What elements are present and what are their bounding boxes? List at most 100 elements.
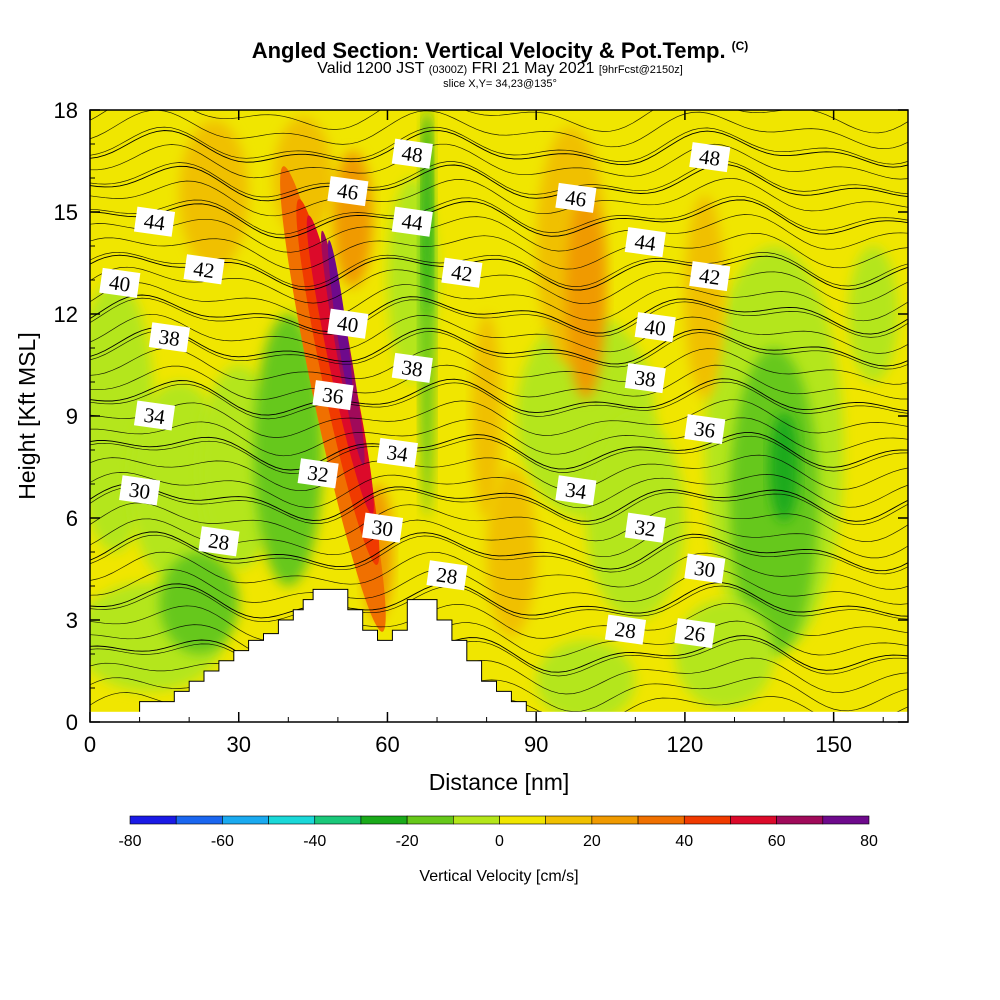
contour-label-box <box>441 257 483 288</box>
colorbar-swatch <box>360 815 408 825</box>
contour-label-text: 46 <box>336 178 360 205</box>
theta-contour-minor <box>90 454 908 492</box>
colorbar-swatch <box>822 815 870 825</box>
contour-label-box <box>555 475 597 506</box>
colorbar-tick-label: 60 <box>768 833 786 850</box>
contour-label-box <box>119 475 161 506</box>
colorbar-swatch <box>406 815 454 825</box>
theta-contour-minor <box>90 585 908 623</box>
theta-contour-minor <box>90 551 908 590</box>
contour-label-text: 40 <box>108 270 132 297</box>
chart-title: Angled Section: Vertical Velocity & Pot.… <box>0 38 1000 64</box>
theta-contour-38 <box>90 327 908 367</box>
contour-label-box <box>689 142 731 173</box>
contour-label: 34 <box>555 475 597 506</box>
theta-contour-minor <box>90 160 908 198</box>
contour-label-box <box>684 414 726 445</box>
theta-contour-minor <box>90 534 908 575</box>
y-tick-label: 9 <box>66 404 78 429</box>
theta-contour-minor <box>90 472 908 509</box>
velocity-patch <box>253 314 324 586</box>
contour-label-text: 36 <box>693 416 717 443</box>
contour-label: 46 <box>555 182 597 213</box>
contour-label-text: 42 <box>450 260 474 287</box>
contour-label-text: 46 <box>564 185 588 212</box>
contour-label-text: 44 <box>142 209 167 236</box>
colorbar-swatch <box>591 815 639 825</box>
y-tick-label: 3 <box>66 608 78 633</box>
contour-label: 32 <box>624 512 666 543</box>
subtitle-valid: Valid 1200 JST <box>317 60 425 77</box>
contour-label-text: 44 <box>400 209 425 236</box>
y-tick-label: 15 <box>54 200 78 225</box>
subtitle-date: FRI 21 May 2021 <box>471 60 595 77</box>
colorbar-swatch <box>637 815 685 825</box>
colorbar-tick-label: 80 <box>860 833 878 850</box>
colorbar: -80 -60 -40 -20 0 20 40 60 80 <box>118 815 878 850</box>
contour-label: 42 <box>689 261 731 292</box>
contour-label-text: 36 <box>321 382 345 409</box>
contour-label: 44 <box>133 206 176 237</box>
contour-label-text: 48 <box>400 141 424 168</box>
contour-label-text: 34 <box>142 403 167 430</box>
y-tick-label: 6 <box>66 506 78 531</box>
theta-contour-minor <box>90 364 908 401</box>
theta-contour-minor <box>90 620 908 660</box>
contour-label: 30 <box>362 512 404 543</box>
ground-strip <box>90 711 908 722</box>
colorbar-swatch <box>453 815 500 825</box>
velocity-patch <box>486 467 537 637</box>
y-axis-label: Height [Kft MSL] <box>14 332 40 499</box>
contour-label-text: 30 <box>128 477 152 504</box>
contour-label: 36 <box>684 414 726 445</box>
contour-label-box <box>99 267 141 298</box>
theta-contour-minor <box>90 417 908 457</box>
contour-label: 36 <box>312 380 354 411</box>
contour-label-box <box>391 138 433 169</box>
contour-label: 46 <box>327 176 369 207</box>
contour-label-box <box>624 227 666 258</box>
contour-label-box <box>604 614 647 645</box>
contour-label: 48 <box>391 138 433 169</box>
contour-labels: 48 48 46 46 44 44 44 42 42 42 40 40 40 38 38 38 36 36 34 34… <box>99 138 731 649</box>
y-tick-label: 18 <box>54 98 78 123</box>
theta-contour-minor <box>90 313 908 354</box>
contour-label: 38 <box>624 363 666 394</box>
colorbar-tick-label: 20 <box>583 833 601 850</box>
theta-contour-46 <box>90 163 908 202</box>
contour-label-box <box>148 322 190 353</box>
contour-label-box <box>674 618 716 649</box>
contour-label-text: 38 <box>633 365 657 392</box>
theta-contour-minor <box>90 568 908 605</box>
colorbar-swatch <box>545 815 593 825</box>
contour-label-text: 28 <box>207 528 231 555</box>
contour-label: 40 <box>327 308 369 339</box>
theta-contour-44 <box>90 199 908 239</box>
theta-contour-minor <box>90 435 908 474</box>
subtitle-forecast: [9hrFcst@2150z] <box>598 64 683 76</box>
contour-label-text: 28 <box>435 562 459 589</box>
contour-label: 42 <box>441 257 483 288</box>
contour-label-text: 38 <box>400 355 424 382</box>
theta-contours <box>90 110 908 722</box>
colorbar-label: Vertical Velocity [cm/s] <box>419 868 578 885</box>
theta-contour-28 <box>90 582 908 619</box>
contour-label-text: 28 <box>613 617 637 644</box>
x-tick-label: 30 <box>226 732 250 757</box>
theta-contour-36 <box>90 378 908 416</box>
velocity-patch <box>536 640 636 722</box>
contour-label-text: 34 <box>564 477 589 504</box>
contour-label: 32 <box>297 458 339 489</box>
contour-label-box <box>362 512 404 543</box>
title-unit: (C) <box>731 38 749 53</box>
contour-label-box <box>198 526 240 557</box>
contour-label-text: 26 <box>683 620 707 647</box>
theta-contour-minor <box>90 214 908 253</box>
colorbar-tick-label: 40 <box>675 833 693 850</box>
contour-label: 38 <box>148 322 190 353</box>
contour-label: 48 <box>689 142 731 173</box>
contour-label-text: 40 <box>336 311 360 338</box>
colorbar-tick-label: -80 <box>118 833 141 850</box>
contour-label-text: 34 <box>385 440 410 467</box>
colorbar-swatch <box>222 815 269 825</box>
